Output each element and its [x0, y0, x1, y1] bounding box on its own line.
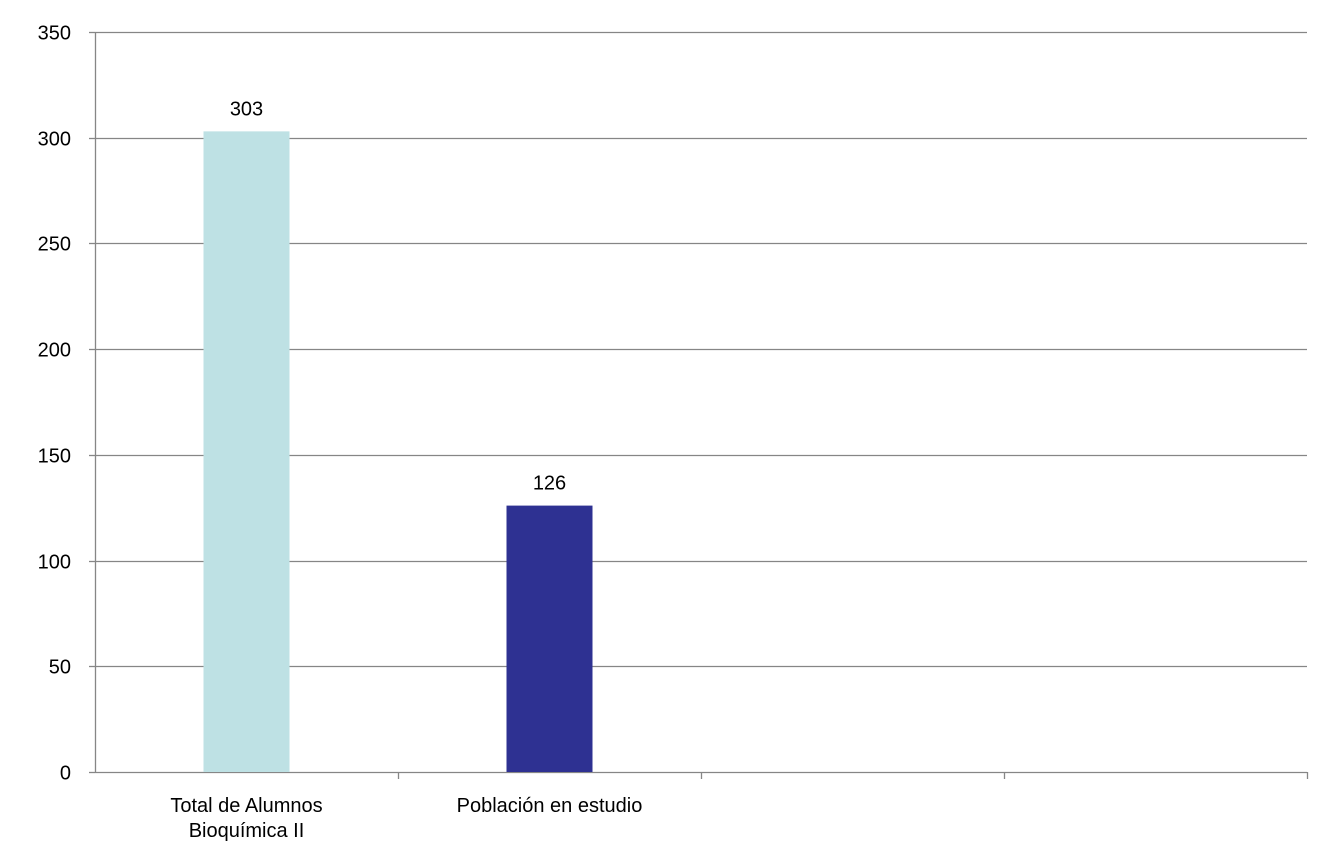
- labels: 0 50 100 150 200 250 300 350 303 Total de Alumnos…: [38, 23, 643, 843]
- y-tick-label: 50: [49, 657, 71, 679]
- x-category-label: Total de Alumnos: [170, 795, 322, 817]
- y-tick-label: 350: [38, 23, 71, 45]
- y-tick-label: 250: [38, 234, 71, 256]
- bar: [506, 505, 593, 772]
- x-category-label: Población en estudio: [457, 795, 643, 817]
- x-category-label: Bioquímica II: [189, 820, 305, 842]
- bars: [203, 131, 593, 772]
- bar: [203, 131, 290, 772]
- y-tick-label: 100: [38, 552, 71, 574]
- y-tick-label: 200: [38, 340, 71, 362]
- y-tick-label: 300: [38, 129, 71, 151]
- gridlines: [95, 31, 1307, 668]
- y-tick-label: 0: [60, 763, 71, 785]
- data-label: 126: [533, 473, 566, 495]
- data-label: 303: [230, 98, 263, 120]
- y-tick-label: 150: [38, 446, 71, 468]
- axes: [89, 31, 1309, 779]
